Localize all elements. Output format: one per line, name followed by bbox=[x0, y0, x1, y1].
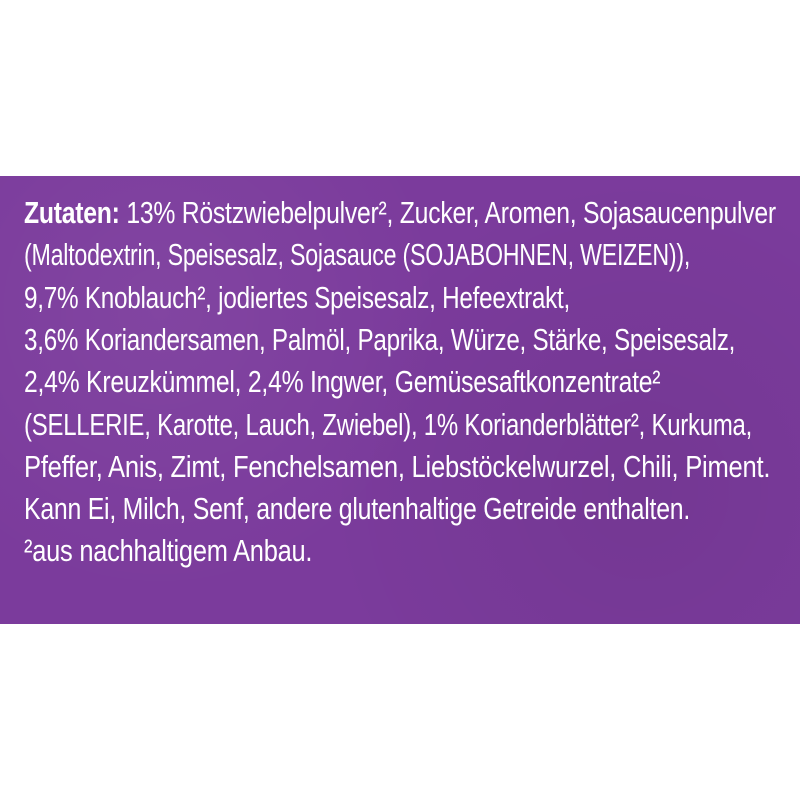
ingredients-line-8: Kann Ei, Milch, Senf, andere glutenhalti… bbox=[24, 491, 691, 526]
ingredients-line-5: 2,4% Kreuzkümmel, 2,4% Ingwer, Gemüsesaf… bbox=[24, 364, 661, 399]
ingredients-panel: Zutaten: 13% Röstzwiebelpulver², Zucker,… bbox=[0, 176, 800, 624]
footnote: ²aus nachhaltigem Anbau. bbox=[24, 533, 313, 568]
ingredients-line-3: 9,7% Knoblauch², jodiertes Speisesalz, H… bbox=[24, 280, 571, 315]
ingredients-text: 13% Röstzwiebelpulver², Zucker, Aromen, … bbox=[119, 195, 776, 230]
ingredients-line-4: 3,6% Koriandersamen, Palmöl, Paprika, Wü… bbox=[24, 322, 736, 357]
ingredients-line-2: (Maltodextrin, Speisesalz, Sojasauce (SO… bbox=[24, 237, 691, 272]
ingredients-line-6: (SELLERIE, Karotte, Lauch, Zwiebel), 1% … bbox=[24, 407, 753, 442]
ingredients-line-7: Pfeffer, Anis, Zimt, Fenchelsamen, Liebs… bbox=[24, 449, 771, 484]
ingredients-line-1: Zutaten: 13% Röstzwiebelpulver², Zucker,… bbox=[24, 195, 776, 231]
ingredients-heading: Zutaten: bbox=[24, 195, 120, 230]
